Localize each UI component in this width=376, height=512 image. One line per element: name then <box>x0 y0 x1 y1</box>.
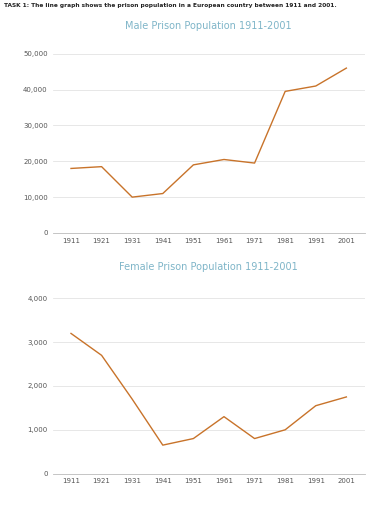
Title: Female Prison Population 1911-2001: Female Prison Population 1911-2001 <box>119 262 298 271</box>
Title: Male Prison Population 1911-2001: Male Prison Population 1911-2001 <box>125 21 292 31</box>
Text: TASK 1: The line graph shows the prison population in a European country between: TASK 1: The line graph shows the prison … <box>4 3 337 8</box>
